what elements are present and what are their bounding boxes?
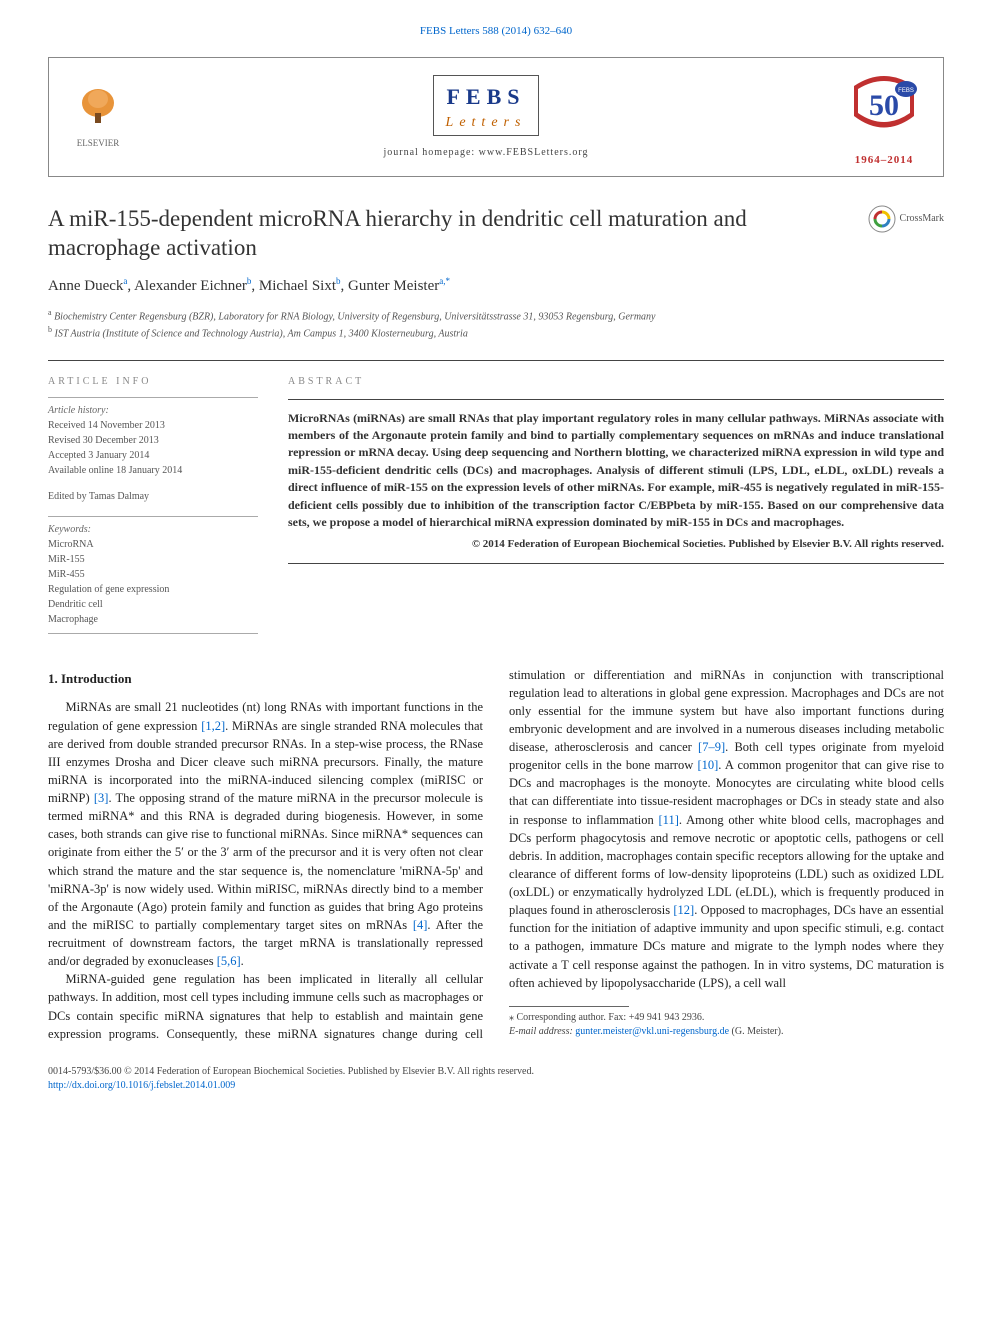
page-footer: 0014-5793/$36.00 © 2014 Federation of Eu… [48, 1065, 944, 1093]
journal-name-top: FEBS [446, 82, 527, 113]
abstract-copyright: © 2014 Federation of European Biochemica… [288, 537, 944, 552]
anniversary-years: 1964–2014 [839, 153, 929, 168]
keyword: MiR-155 [48, 553, 258, 567]
abstract-text: MicroRNAs (miRNAs) are small RNAs that p… [288, 410, 944, 532]
citation-link[interactable]: [1,2] [201, 719, 225, 733]
footer-copyright: 0014-5793/$36.00 © 2014 Federation of Eu… [48, 1065, 534, 1079]
history-accepted: Accepted 3 January 2014 [48, 449, 258, 463]
email-label: E-mail address: [509, 1026, 573, 1037]
citation-link[interactable]: [10] [697, 758, 718, 772]
introduction-heading: 1. Introduction [48, 670, 483, 689]
affiliations: a Biochemistry Center Regensburg (BZR), … [48, 307, 944, 342]
article-info-label: ARTICLE INFO [48, 375, 258, 389]
section-rule [48, 360, 944, 361]
footer-doi-link[interactable]: http://dx.doi.org/10.1016/j.febslet.2014… [48, 1079, 534, 1093]
corresponding-author: ⁎ Corresponding author. Fax: +49 941 943… [509, 1011, 944, 1025]
keyword: Dendritic cell [48, 598, 258, 612]
citation-link[interactable]: [7–9] [698, 740, 725, 754]
publisher-logo: ELSEVIER [63, 85, 133, 150]
citation-link[interactable]: [3] [94, 791, 109, 805]
citation-link[interactable]: [5,6] [217, 954, 241, 968]
history-revised: Revised 30 December 2013 [48, 434, 258, 448]
journal-citation-link[interactable]: FEBS Letters 588 (2014) 632–640 [48, 24, 944, 39]
elsevier-tree-icon [63, 85, 133, 137]
citation-link[interactable]: [11] [659, 813, 679, 827]
article-body: 1. Introduction MiRNAs are small 21 nucl… [48, 666, 944, 1043]
crossmark-icon [868, 205, 896, 233]
history-label: Article history: [48, 404, 258, 418]
author-list: Anne Duecka, Alexander Eichnerb, Michael… [48, 275, 944, 297]
abstract-block: ABSTRACT MicroRNAs (miRNAs) are small RN… [288, 375, 944, 640]
keyword: Regulation of gene expression [48, 583, 258, 597]
svg-text:FEBS: FEBS [898, 88, 914, 94]
crossmark-badge[interactable]: CrossMark [868, 205, 944, 233]
crossmark-label: CrossMark [900, 212, 944, 226]
article-title: A miR-155-dependent microRNA hierarchy i… [48, 205, 868, 263]
anniversary-logo: 50 FEBS 1964–2014 [839, 66, 929, 169]
journal-header: ELSEVIER FEBS Letters journal homepage: … [48, 57, 944, 177]
keyword: MicroRNA [48, 538, 258, 552]
affiliation-a: Biochemistry Center Regensburg (BZR), La… [54, 311, 655, 322]
publisher-name: ELSEVIER [63, 137, 133, 150]
history-received: Received 14 November 2013 [48, 419, 258, 433]
svg-text:50: 50 [869, 89, 899, 122]
intro-paragraph-1: MiRNAs are small 21 nucleotides (nt) lon… [48, 698, 483, 970]
journal-name-bottom: Letters [446, 113, 527, 133]
editor-line: Edited by Tamas Dalmay [48, 490, 258, 504]
keyword: Macrophage [48, 613, 258, 627]
email-suffix: (G. Meister). [732, 1026, 784, 1037]
keywords-label: Keywords: [48, 523, 258, 537]
citation-link[interactable]: [4] [413, 918, 428, 932]
footnote-rule [509, 1006, 629, 1007]
article-info-block: ARTICLE INFO Article history: Received 1… [48, 375, 258, 640]
footnotes: ⁎ Corresponding author. Fax: +49 941 943… [509, 1011, 944, 1039]
journal-logo: FEBS Letters journal homepage: www.FEBSL… [133, 75, 839, 159]
abstract-label: ABSTRACT [288, 375, 944, 389]
corresponding-email[interactable]: gunter.meister@vkl.uni-regensburg.de [575, 1026, 729, 1037]
keyword: MiR-455 [48, 568, 258, 582]
affiliation-b: IST Austria (Institute of Science and Te… [55, 329, 468, 340]
citation-link[interactable]: [12] [673, 903, 694, 917]
history-online: Available online 18 January 2014 [48, 464, 258, 478]
journal-homepage-link[interactable]: journal homepage: www.FEBSLetters.org [133, 146, 839, 160]
